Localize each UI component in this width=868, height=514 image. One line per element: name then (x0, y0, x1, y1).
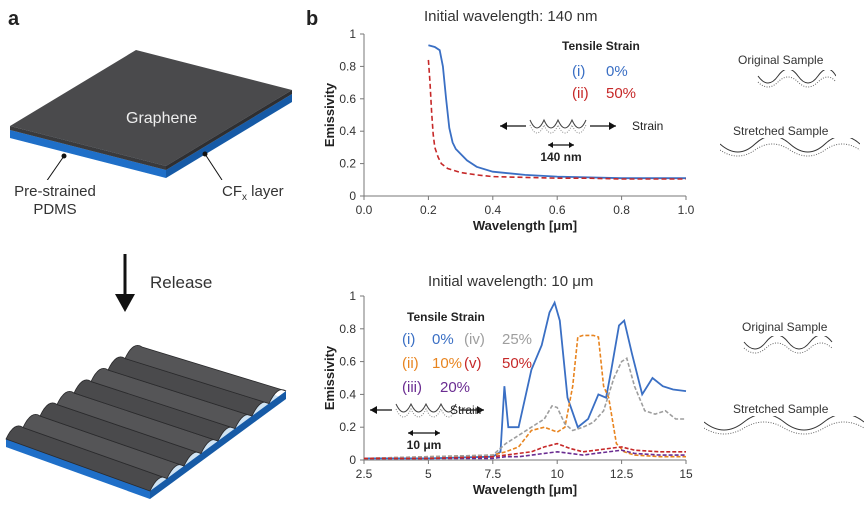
graphene-flat-sample-illustration (10, 50, 292, 180)
bottom-stretched-sample-label: Stretched Sample (733, 402, 829, 416)
wrinkle-sketch (395, 402, 457, 413)
wrinkle-sketch (529, 118, 587, 129)
y-tick-label: 0.4 (339, 124, 356, 138)
legend-roman: (v) (464, 355, 482, 372)
series-line (427, 59, 686, 180)
x-tick-label: 0.4 (484, 203, 501, 217)
y-tick-label: 1 (349, 27, 356, 41)
legend-roman: (ii) (402, 355, 419, 372)
cf-layer-label-suffix: layer (247, 183, 284, 200)
y-tick-label: 1 (349, 289, 356, 303)
cf-layer-front (10, 130, 166, 178)
x-tick-label: 5 (425, 467, 432, 481)
graphene-side (166, 90, 292, 170)
pdms-label-line2: PDMS (33, 201, 77, 218)
strain-arrow-left-head (370, 406, 377, 414)
x-tick-label: 0.0 (356, 203, 373, 217)
x-axis-label: Wavelength [μm] (473, 218, 577, 233)
x-tick-label: 2.5 (356, 467, 373, 481)
legend-title: Tensile Strain (562, 39, 640, 53)
x-tick-label: 7.5 (484, 467, 501, 481)
wrinkle-ridge (124, 344, 287, 404)
y-axis-label: Emissivity (322, 345, 337, 410)
chart2-emissivity-10um: 00.20.40.60.812.5 5 7.5 10 12.5 15Wavelength … (322, 289, 693, 497)
top-original-sample-icon (757, 70, 836, 88)
strain-arrow-right-head (609, 122, 616, 130)
series-line (428, 44, 686, 180)
strain-label: Strain (450, 403, 481, 417)
top-stretched-sample-icon (720, 138, 860, 157)
x-tick-label: 15 (679, 467, 693, 481)
legend-roman: (i) (402, 331, 415, 348)
y-tick-label: 0 (349, 453, 356, 467)
legend-roman: (iv) (464, 331, 485, 348)
legend-roman: (i) (572, 63, 585, 80)
cf-layer-label-sub: x (242, 192, 247, 203)
graphene-label: Graphene (126, 110, 198, 127)
legend-percent: 50% (502, 355, 532, 372)
scale-bar-label: 10 μm (407, 438, 442, 452)
legend-title: Tensile Strain (407, 310, 485, 324)
x-tick-label: 1.0 (678, 203, 695, 217)
release-label: Release (150, 273, 213, 292)
x-tick-label: 0.2 (420, 203, 437, 217)
x-tick-label: 0.6 (549, 203, 566, 217)
y-tick-label: 0.2 (339, 157, 356, 171)
legend-percent: 20% (440, 379, 470, 396)
chart2-title: Initial wavelength: 10 μm (428, 273, 594, 290)
graphene-top (10, 50, 292, 166)
pdms-label-line1: Pre-strained (14, 183, 96, 200)
release-arrow-icon (115, 254, 135, 312)
panel-a-letter: a (8, 8, 20, 30)
legend-percent: 10% (432, 355, 462, 372)
series-line (363, 334, 686, 460)
strain-arrow-left-head (500, 122, 507, 130)
panel-b-letter: b (306, 8, 319, 30)
y-tick-label: 0.2 (339, 420, 356, 434)
series-line (363, 357, 686, 460)
wrinkle-sketch-shadow (395, 407, 457, 418)
top-original-sample-label: Original Sample (738, 53, 824, 67)
chart1-emissivity-140nm: 0 0.2 0.4 0.6 0.8 1 0.0 0.2 0.4 0.6 0.8 1.0 Waveleng… (322, 27, 695, 233)
y-tick-label: 0.6 (339, 355, 356, 369)
y-axis-label: Emissivity (322, 82, 337, 147)
scale-bar-left-head (408, 430, 413, 436)
scale-bar-label: 140 nm (540, 150, 581, 164)
cf-layer-side (166, 94, 292, 178)
series-line (364, 442, 686, 460)
graphene-front (10, 126, 166, 170)
cf-layer-label-main: CF (222, 183, 242, 200)
legend-percent: 50% (606, 85, 636, 102)
x-axis-label: Wavelength [μm] (473, 482, 577, 497)
series-line (364, 449, 686, 460)
bottom-stretched-sample-icon (704, 416, 864, 435)
legend-percent: 0% (432, 331, 454, 348)
y-tick-label: 0.6 (339, 92, 356, 106)
cf-layer-label: CFx layer (222, 183, 284, 203)
bottom-original-sample-icon (743, 336, 833, 354)
legend-percent: 0% (606, 63, 628, 80)
y-tick-label: 0.4 (339, 387, 356, 401)
legend-roman: (iii) (402, 379, 422, 396)
wrinkle-sketch-shadow (529, 123, 587, 134)
chart1-title: Initial wavelength: 140 nm (424, 8, 598, 25)
scale-bar-left-head (548, 142, 553, 148)
legend-roman: (ii) (572, 85, 589, 102)
top-stretched-sample-label: Stretched Sample (733, 124, 829, 138)
graphene-wrinkled-sample-illustration (5, 344, 287, 499)
legend-percent: 25% (502, 331, 532, 348)
y-tick-label: 0.8 (339, 322, 356, 336)
pdms-label: Pre-strained PDMS (14, 183, 96, 219)
strain-label: Strain (632, 119, 663, 133)
bottom-original-sample-label: Original Sample (742, 320, 828, 334)
scale-bar-right-head (569, 142, 574, 148)
y-tick-label: 0 (349, 189, 356, 203)
x-tick-label: 0.8 (613, 203, 630, 217)
scale-bar-right-head (435, 430, 440, 436)
series-line (364, 300, 687, 460)
y-tick-label: 0.8 (339, 59, 356, 73)
x-tick-label: 10 (551, 467, 565, 481)
x-tick-label: 12.5 (610, 467, 634, 481)
strain-arrow-right-head (477, 406, 484, 414)
